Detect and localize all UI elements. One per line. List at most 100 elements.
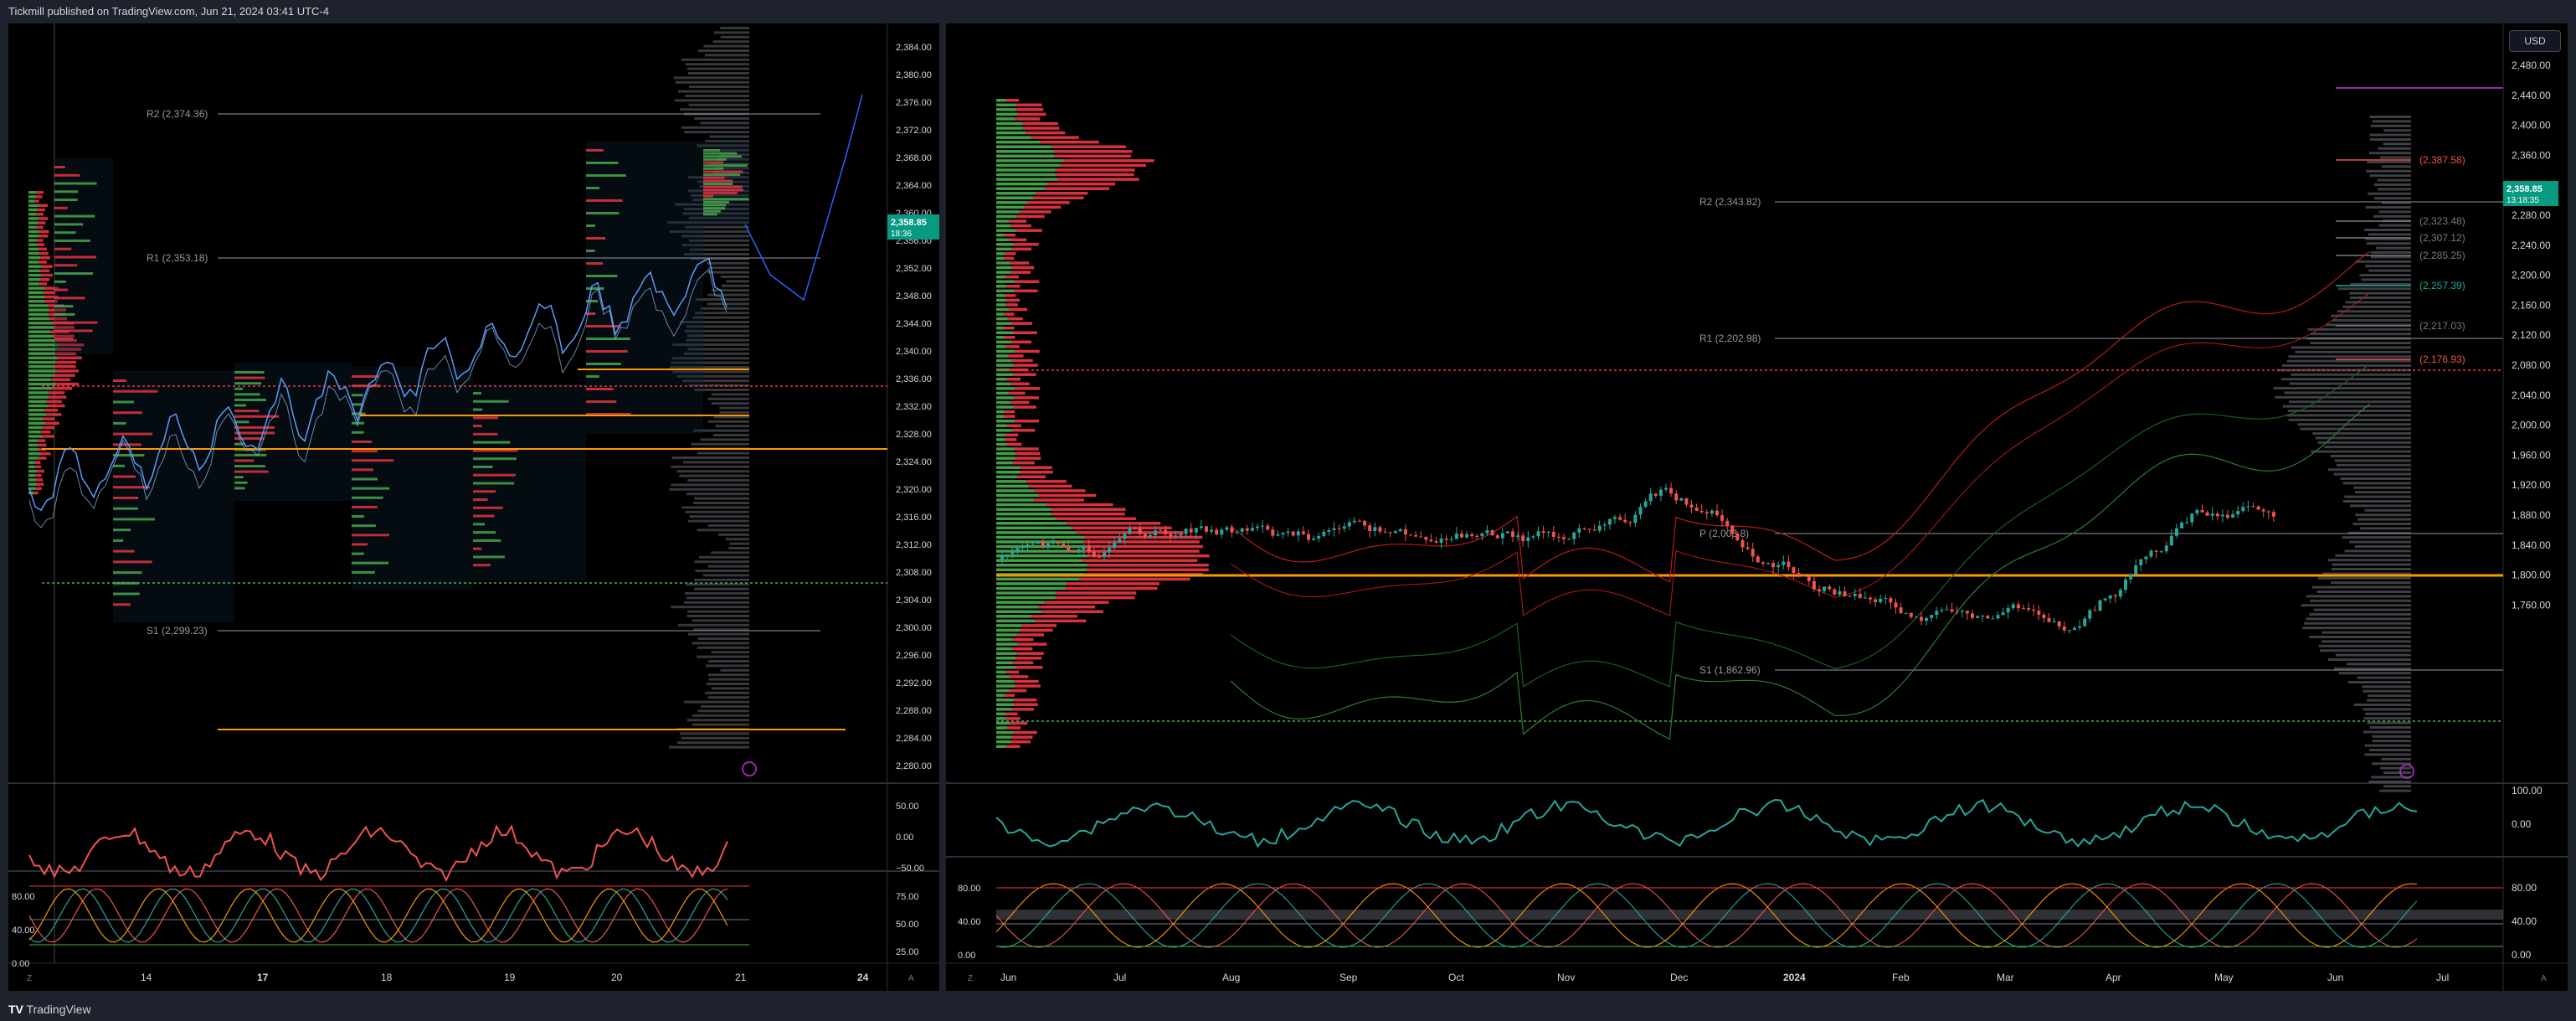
- volume-profile-bar: [996, 480, 1026, 483]
- candle-body: [1077, 549, 1081, 553]
- volume-profile-bar: [2320, 649, 2411, 652]
- volume-profile-bar: [996, 586, 1066, 590]
- volume-profile-bar: [473, 490, 496, 493]
- volume-profile-bar: [996, 596, 1056, 600]
- volume-profile-bar: [35, 465, 41, 469]
- price-tick-label: 2,284.00: [896, 734, 932, 744]
- right-chart-panel[interactable]: 2,480.002,440.002,400.002,360.002,320.00…: [946, 23, 2568, 991]
- pivot-label: R1 (2,202.98): [1699, 333, 1761, 344]
- time-tick-label: 18: [381, 972, 393, 983]
- volume-profile-bar: [2321, 640, 2411, 643]
- volume-profile-bar: [1006, 424, 1021, 427]
- candle-body: [2195, 509, 2199, 514]
- currency-button[interactable]: USD: [2509, 30, 2561, 52]
- volume-profile-bar: [996, 326, 1005, 330]
- pivot-label: R2 (2,343.82): [1699, 196, 1761, 208]
- candle-body: [1648, 493, 1653, 502]
- volume-profile-bar: [2337, 287, 2411, 291]
- candle-body: [1935, 611, 1939, 616]
- volume-profile-bar: [2303, 621, 2411, 625]
- candle-body: [2067, 630, 2071, 632]
- volume-profile-bar: [2365, 237, 2411, 240]
- candle-body: [2236, 511, 2240, 515]
- volume-profile-bar: [685, 592, 749, 595]
- volume-profile-bar: [53, 334, 75, 338]
- candle-body: [2180, 522, 2184, 529]
- candle-body: [1036, 540, 1040, 544]
- volume-profile-bar: [1015, 117, 1041, 121]
- volume-profile-bar: [54, 272, 94, 276]
- candle-body: [1015, 548, 1020, 553]
- volume-profile-bar: [586, 388, 614, 390]
- brand-name: TradingView: [26, 1003, 91, 1016]
- volume-profile-bar: [671, 357, 749, 360]
- volume-profile-bar: [2288, 418, 2411, 421]
- volume-profile-bar: [37, 208, 45, 212]
- volume-profile-bar: [996, 349, 1015, 353]
- volume-profile-bar: [39, 247, 48, 251]
- candle-body: [2124, 579, 2127, 590]
- osc-tick-label-left: 40.00: [12, 926, 35, 936]
- volume-profile-bar: [996, 303, 1006, 307]
- candle-body: [1699, 510, 1704, 513]
- volume-profile-bar: [996, 345, 1006, 348]
- volume-profile-bar: [1005, 438, 1017, 441]
- volume-profile-bar: [996, 601, 1045, 604]
- volume-profile-bar: [996, 373, 1014, 376]
- volume-profile-bar: [28, 478, 37, 482]
- left-chart-canvas[interactable]: 2,384.00 2,380.00 2,376.00 2,372.00 2,368.00…: [8, 23, 939, 991]
- volume-profile-bar: [707, 565, 749, 568]
- left-chart-panel[interactable]: 2,384.00 2,380.00 2,376.00 2,372.00 2,368.00…: [8, 23, 939, 991]
- volume-profile-bar: [996, 721, 1010, 725]
- volume-profile-bar: [2383, 129, 2411, 132]
- volume-profile-bar: [1010, 382, 1030, 386]
- candle-body: [1618, 517, 1622, 520]
- volume-profile-bar: [688, 103, 749, 106]
- volume-profile-bar: [720, 668, 749, 672]
- volume-profile-bar: [1011, 358, 1033, 363]
- volume-profile-bar: [996, 400, 1010, 405]
- volume-profile-bar: [693, 429, 749, 432]
- volume-profile-bar: [700, 705, 749, 708]
- volume-profile-bar: [55, 369, 79, 373]
- volume-profile-bar: [694, 312, 749, 315]
- right-chart-canvas[interactable]: 2,480.002,440.002,400.002,360.002,320.00…: [946, 23, 2568, 991]
- volume-profile-bar: [692, 714, 749, 717]
- auto-scale-toggle: A: [2541, 974, 2547, 983]
- volume-profile-bar: [28, 456, 39, 460]
- volume-profile-bar: [1054, 150, 1133, 153]
- volume-profile-bar: [473, 457, 517, 461]
- volume-profile-bar: [113, 549, 135, 553]
- volume-profile-bar: [28, 295, 45, 299]
- candle-body: [1823, 586, 1827, 591]
- volume-profile-bar: [28, 334, 54, 338]
- candle-body: [1669, 487, 1674, 494]
- candle-body: [1658, 489, 1663, 496]
- candle-body: [1572, 532, 1576, 539]
- volume-profile-bar: [473, 432, 498, 436]
- volume-profile-bar: [2363, 689, 2411, 693]
- volume-profile-bar: [1013, 405, 1036, 409]
- volume-profile-bar: [2301, 604, 2411, 607]
- price-tick-label: 2,000.00: [2512, 420, 2551, 431]
- volume-profile-bar: [2313, 608, 2411, 611]
- volume-profile-bar: [671, 465, 749, 468]
- volume-profile-bar: [2350, 282, 2411, 286]
- volume-profile-bar: [692, 619, 749, 622]
- volume-profile-bar: [996, 108, 1017, 111]
- volume-profile-bar: [719, 153, 749, 157]
- time-tick-label: 20: [611, 972, 623, 983]
- volume-profile-bar: [681, 126, 749, 129]
- volume-profile-bar: [44, 295, 59, 299]
- volume-profile-bar: [57, 348, 81, 351]
- price-tick-label: 2,120.00: [2512, 329, 2551, 341]
- volume-profile-bar: [2361, 278, 2411, 281]
- volume-profile-bar: [234, 442, 244, 446]
- volume-profile-bar: [113, 432, 153, 436]
- volume-profile-bar: [1011, 735, 1033, 739]
- volume-profile-bar: [1017, 642, 1047, 646]
- volume-profile-bar: [996, 140, 1041, 144]
- candle-body: [1174, 535, 1178, 537]
- volume-profile-bar: [2355, 260, 2411, 263]
- candle-body: [1704, 512, 1709, 514]
